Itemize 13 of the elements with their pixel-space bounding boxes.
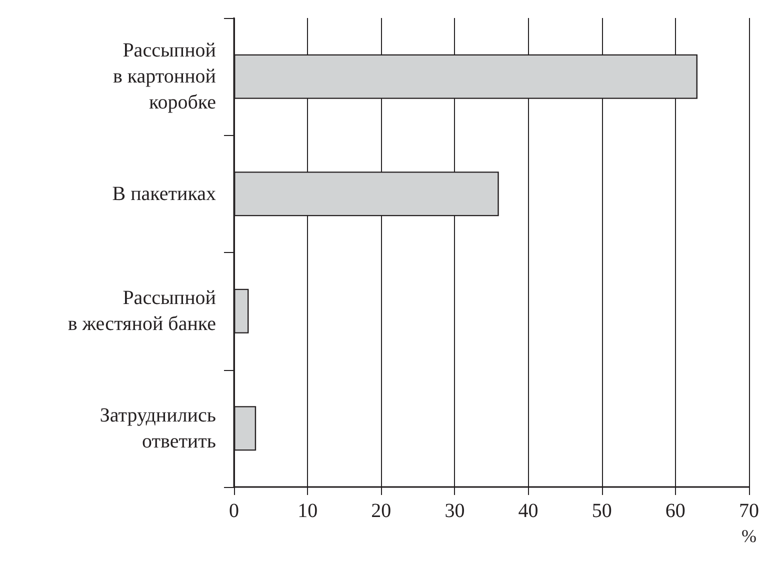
x-axis-title: % <box>742 526 756 546</box>
x-tick-label: 20 <box>371 500 392 522</box>
x-tick-label: 30 <box>444 500 465 522</box>
x-tick-label: 60 <box>665 500 686 522</box>
y-tick-label: Затруднились ответить <box>100 404 216 452</box>
y-tick-label: Рассыпной в картонной коробке <box>112 40 216 114</box>
x-tick-label: 70 <box>739 500 759 522</box>
x-tick-label: 10 <box>298 500 318 522</box>
x-tick-label: 0 <box>229 500 239 522</box>
y-tick-label: Рассыпной в жестяной банке <box>68 287 216 336</box>
y-tick-label: В пакетиках <box>112 182 216 205</box>
x-tick-label: 40 <box>518 500 538 522</box>
x-tick-label: 50 <box>592 500 612 522</box>
